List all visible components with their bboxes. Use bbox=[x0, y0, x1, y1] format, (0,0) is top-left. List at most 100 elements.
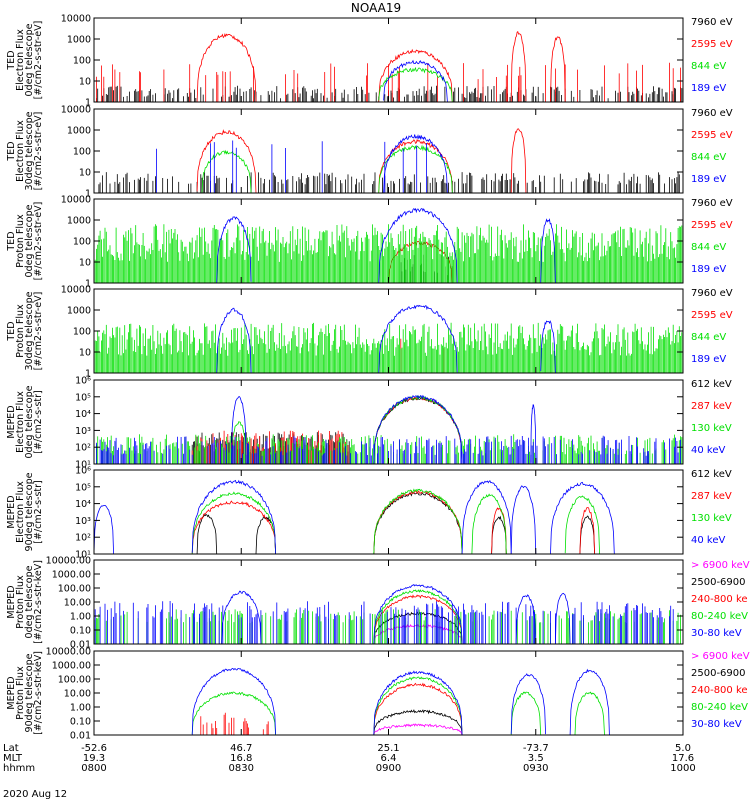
legend-entry: 612 keV bbox=[691, 379, 732, 390]
legend: 7960 eV 2595 eV 844 eV 189 eV bbox=[691, 288, 733, 365]
footer-lat-value: 46.7 bbox=[230, 743, 252, 754]
legend-entry: 7960 eV bbox=[691, 288, 733, 299]
footer-row-label: Lat bbox=[3, 743, 19, 754]
y-tick-label: 10⁴ bbox=[75, 499, 91, 510]
y-tick-label: 100.00 bbox=[58, 584, 91, 595]
arc-1 bbox=[373, 583, 463, 645]
y-tick-label: 0.10 bbox=[70, 626, 91, 637]
footer-hhmm-value: 1000 bbox=[670, 763, 695, 774]
arc-2 bbox=[378, 48, 453, 103]
series-2595-ev bbox=[96, 31, 684, 103]
arc-2 bbox=[373, 676, 463, 736]
arc-2 bbox=[255, 516, 276, 555]
y-axis-label: Proton Flux bbox=[15, 666, 26, 720]
legend-entry: 40 keV bbox=[691, 445, 725, 456]
series-189-ev bbox=[216, 304, 556, 374]
footer-mlt-value: 3.5 bbox=[528, 753, 544, 764]
legend: 7960 eV 2595 eV 844 eV 189 eV bbox=[691, 198, 733, 275]
footer-hhmm-value: 0830 bbox=[229, 763, 254, 774]
legend-entry: 2595 eV bbox=[691, 220, 733, 231]
arc-3 bbox=[491, 507, 507, 555]
y-axis-label: Electron Flux bbox=[15, 391, 26, 453]
arc-2 bbox=[231, 396, 247, 465]
y-tick-label: 100 bbox=[73, 237, 91, 248]
y-axis-label: [#/cm2-s-str-keV] bbox=[33, 651, 44, 735]
y-axis-label: MEPED bbox=[6, 405, 17, 438]
y-tick-label: 10000 bbox=[61, 195, 91, 206]
arc-2 bbox=[191, 479, 276, 554]
y-tick-label: 10⁴ bbox=[75, 409, 91, 420]
y-tick-label: 10000.00 bbox=[46, 647, 91, 658]
y-tick-label: 1000.00 bbox=[52, 661, 91, 672]
chart-title: NOAA19 bbox=[351, 1, 401, 15]
y-axis-label: [#/cm2-s-str-eV] bbox=[33, 21, 44, 100]
series-130-kev bbox=[191, 488, 600, 555]
arc-1 bbox=[201, 149, 252, 194]
y-tick-label: 10⁶ bbox=[75, 466, 91, 477]
arc-3 bbox=[510, 691, 542, 736]
series-7960-ev bbox=[93, 172, 680, 193]
panel-7: 0.01 0.10 1.00 10.00 100.00 1000.00 10000.00 ME… bbox=[6, 556, 750, 651]
arc-2 bbox=[221, 590, 262, 645]
noise-spikes bbox=[200, 712, 269, 735]
arc-1 bbox=[373, 589, 463, 645]
y-axis: 1 10 100 1000 10000 bbox=[61, 105, 684, 200]
time-axis-footer: Lat -52.6 46.7 25.1 -73.7 5.0 MLT 19.3 16.8 6.4 3.… bbox=[3, 743, 696, 774]
y-tick-label: 1000 bbox=[67, 306, 91, 317]
y-tick-label: 100 bbox=[73, 147, 91, 158]
y-tick-label: 1000 bbox=[67, 216, 91, 227]
footer-mlt-value: 17.6 bbox=[672, 753, 694, 764]
arc-1 bbox=[373, 709, 463, 736]
arc-1 bbox=[373, 682, 463, 736]
legend-entry: 2500-6900 bbox=[691, 668, 746, 679]
legend: 612 keV 287 keV 130 keV 40 keV bbox=[691, 379, 732, 456]
y-axis: 1 10 100 1000 10000 bbox=[61, 14, 684, 109]
arc-4 bbox=[579, 506, 595, 555]
arc-3 bbox=[510, 31, 527, 103]
arc-3 bbox=[373, 491, 463, 555]
panel-frame bbox=[93, 650, 684, 736]
footer-lat-value: 25.1 bbox=[377, 743, 399, 754]
y-axis-label: Electron Flux bbox=[15, 29, 26, 91]
legend-entry: 2595 eV bbox=[691, 130, 733, 141]
y-axis-label: TED bbox=[6, 231, 17, 251]
panel-frame bbox=[93, 108, 684, 194]
y-axis-label: Electron Flux bbox=[15, 481, 26, 543]
y-axis-label: 0deg telescope bbox=[24, 565, 35, 638]
legend-entry: 612 keV bbox=[691, 469, 732, 480]
footer-mlt-value: 19.3 bbox=[83, 753, 105, 764]
y-tick-label: 10² bbox=[75, 533, 91, 544]
y-tick-label: 1000.00 bbox=[52, 570, 91, 581]
series--6900-kev bbox=[373, 723, 463, 736]
legend-entry: 7960 eV bbox=[691, 17, 733, 28]
arc-2 bbox=[378, 144, 453, 193]
y-tick-label: 10 bbox=[79, 258, 91, 269]
series-844-ev bbox=[93, 224, 684, 283]
series-189-ev bbox=[216, 207, 556, 284]
y-tick-label: 10 bbox=[79, 77, 91, 88]
legend-entry: 80-240 keV bbox=[691, 702, 748, 713]
y-axis-label: [#/cm2-s-str] bbox=[33, 390, 44, 453]
arc-1 bbox=[196, 33, 257, 103]
arc-1 bbox=[383, 134, 448, 194]
y-tick-label: 1.00 bbox=[70, 612, 91, 623]
y-axis-label: [#/cm2-s-str] bbox=[33, 480, 44, 543]
arc-3 bbox=[530, 404, 537, 464]
arc-4 bbox=[574, 691, 605, 736]
arc-2 bbox=[373, 670, 463, 736]
legend-entry: 30-80 keV bbox=[691, 719, 742, 730]
arc-1 bbox=[378, 66, 453, 103]
y-axis-label: 30deg telescope bbox=[24, 111, 35, 190]
arc-1 bbox=[378, 207, 458, 284]
y-axis-label: 30deg telescope bbox=[24, 291, 35, 370]
y-axis-label: [#/cm2-s-str-keV] bbox=[33, 560, 44, 644]
series-844-ev bbox=[93, 322, 684, 373]
footer-mlt-value: 16.8 bbox=[230, 753, 252, 764]
y-axis-label: Proton Flux bbox=[15, 214, 26, 268]
series-80-240-kev bbox=[191, 676, 605, 736]
footer-hhmm-value: 0900 bbox=[376, 763, 401, 774]
legend: > 6900 keV 2500-6900 240-800 ke 80-240 keV 3… bbox=[691, 651, 750, 730]
